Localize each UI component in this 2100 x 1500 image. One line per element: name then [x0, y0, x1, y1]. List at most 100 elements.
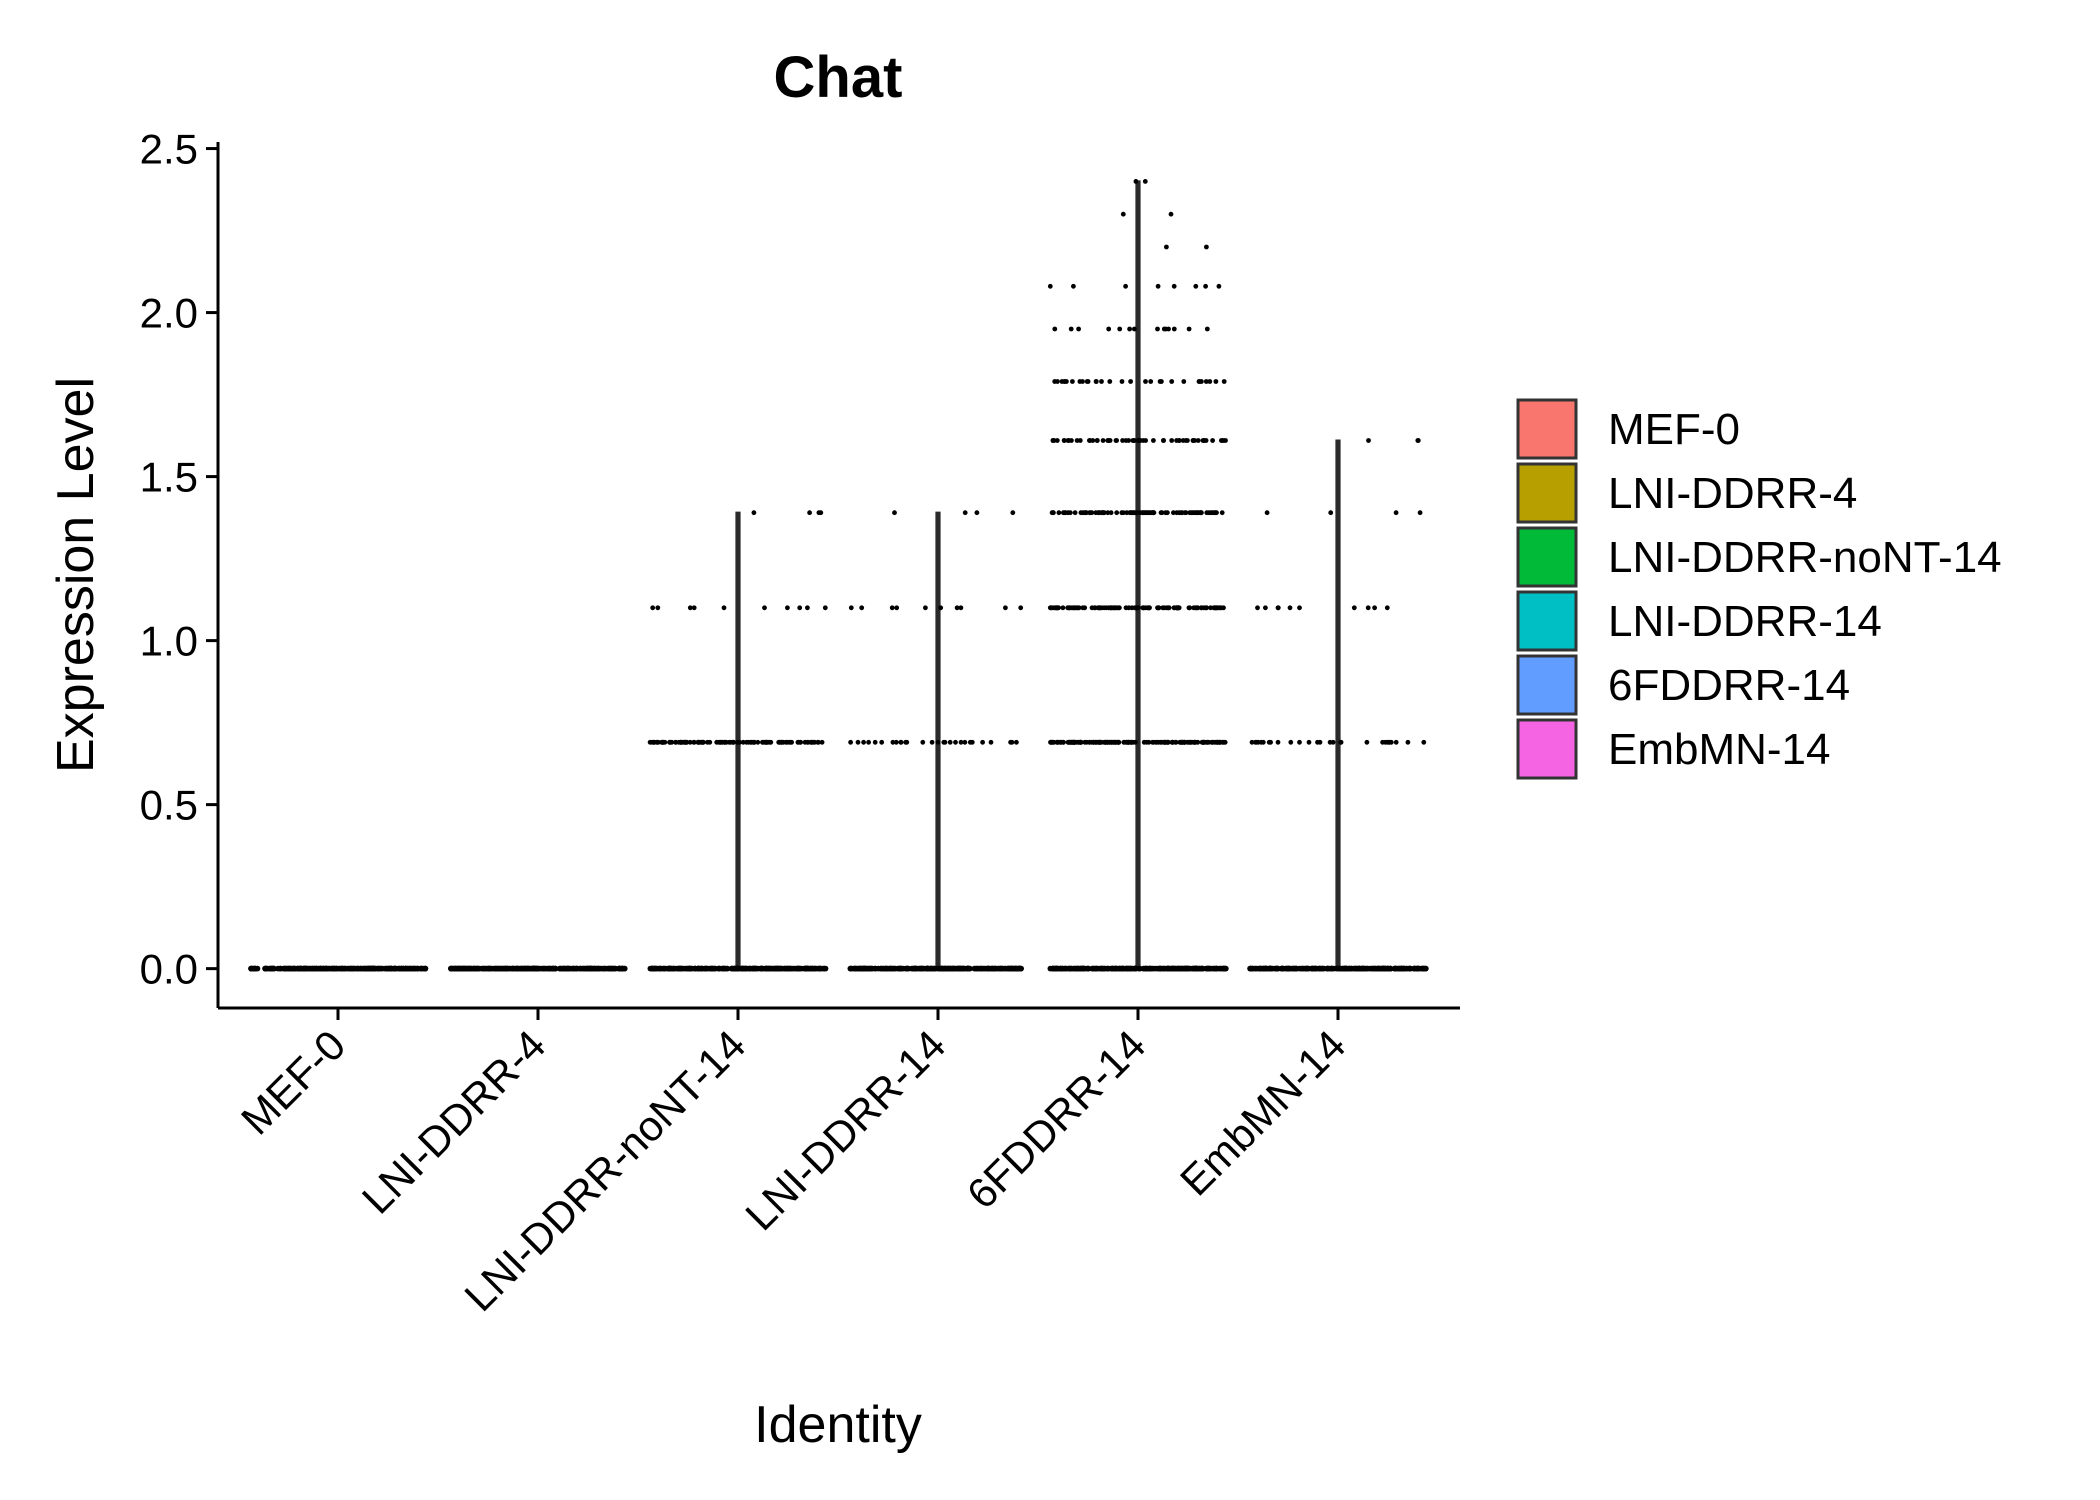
data-point: [1405, 739, 1411, 745]
data-point: [817, 965, 824, 972]
data-point: [1199, 605, 1204, 611]
data-point: [695, 739, 701, 745]
data-point: [920, 739, 926, 745]
data-point: [1285, 965, 1292, 972]
data-point: [980, 739, 985, 745]
x-tick-label: 6FDDRR-14: [958, 1021, 1155, 1218]
data-point: [921, 965, 927, 972]
data-point: [537, 965, 543, 972]
legend-item-6FDDRR-14: 6FDDRR-14: [1516, 654, 1850, 716]
data-point: [946, 965, 952, 972]
data-point: [1141, 438, 1146, 443]
data-point: [1222, 965, 1228, 972]
data-point: [879, 739, 885, 745]
data-point: [619, 965, 625, 972]
data-point: [1249, 739, 1255, 745]
data-point: [1124, 510, 1130, 516]
data-point: [1210, 438, 1215, 443]
data-point: [1083, 510, 1089, 516]
data-point: [1121, 739, 1127, 745]
data-point: [848, 605, 854, 611]
data-point: [1190, 438, 1196, 443]
data-point: [893, 739, 899, 745]
data-point: [1140, 605, 1146, 611]
data-point: [1050, 510, 1056, 516]
data-point: [251, 965, 258, 972]
data-point: [957, 965, 963, 972]
legend-label: EmbMN-14: [1608, 725, 1831, 774]
y-tick-label: 2.0: [140, 290, 198, 337]
data-point: [1417, 510, 1423, 516]
data-point: [696, 965, 702, 972]
data-point: [1077, 438, 1083, 443]
data-point: [866, 739, 871, 745]
data-point: [1085, 379, 1091, 384]
data-point: [1066, 438, 1072, 443]
data-point: [383, 965, 390, 972]
data-point: [1222, 739, 1228, 745]
data-point: [1221, 379, 1227, 384]
data-point: [686, 965, 693, 972]
chart-title: Chat: [774, 45, 903, 110]
data-point: [1199, 965, 1205, 972]
data-point: [1304, 965, 1311, 972]
data-point: [785, 605, 790, 611]
data-point: [721, 605, 727, 611]
data-point: [1372, 605, 1377, 611]
data-point: [1127, 510, 1133, 516]
data-point: [1171, 510, 1176, 516]
data-point: [1319, 965, 1326, 972]
data-point: [1119, 379, 1125, 384]
data-point: [1191, 605, 1197, 611]
x-tick-label: MEF-0: [232, 1021, 354, 1143]
data-point: [451, 965, 458, 972]
legend-item-LNI-DDRR-14: LNI-DDRR-14: [1516, 590, 1882, 652]
data-point: [1401, 965, 1408, 972]
data-point: [1076, 326, 1081, 332]
data-point: [1328, 510, 1334, 516]
data-point: [962, 510, 968, 516]
data-point: [1115, 739, 1121, 745]
data-point: [789, 739, 794, 745]
data-point: [1223, 438, 1228, 443]
data-point: [1365, 605, 1371, 611]
data-point: [313, 965, 320, 972]
data-point: [1214, 605, 1220, 611]
legend-label: LNI-DDRR-noNT-14: [1608, 533, 2002, 582]
data-point: [1255, 605, 1260, 611]
data-point: [747, 965, 753, 972]
data-point: [1171, 326, 1177, 332]
data-point: [803, 965, 809, 972]
data-point: [1186, 605, 1192, 611]
data-point: [1132, 510, 1138, 516]
data-point: [1104, 965, 1111, 972]
data-point: [1170, 739, 1176, 745]
data-point: [1172, 965, 1178, 972]
data-point: [1051, 739, 1057, 745]
data-point: [1204, 605, 1209, 611]
data-point: [1219, 438, 1225, 443]
data-point: [1181, 379, 1187, 384]
data-point: [352, 965, 359, 972]
data-point: [650, 605, 656, 611]
data-point: [809, 739, 815, 745]
data-point: [1258, 739, 1264, 745]
data-point: [1275, 739, 1281, 745]
data-point: [967, 739, 973, 745]
data-point: [974, 510, 980, 516]
data-point: [649, 965, 656, 972]
legend-item-LNI-DDRR-4: LNI-DDRR-4: [1516, 462, 1857, 524]
violin-6FDDRR-14: [1135, 180, 1141, 970]
data-point: [1297, 605, 1302, 611]
data-point: [762, 605, 767, 611]
data-point: [729, 965, 735, 972]
data-point: [392, 965, 398, 972]
data-point: [345, 965, 352, 972]
data-point: [1193, 283, 1199, 289]
data-point: [1198, 510, 1204, 516]
data-point: [665, 965, 672, 972]
data-point: [1144, 739, 1149, 745]
data-point: [1125, 965, 1132, 972]
data-point: [1090, 438, 1096, 443]
